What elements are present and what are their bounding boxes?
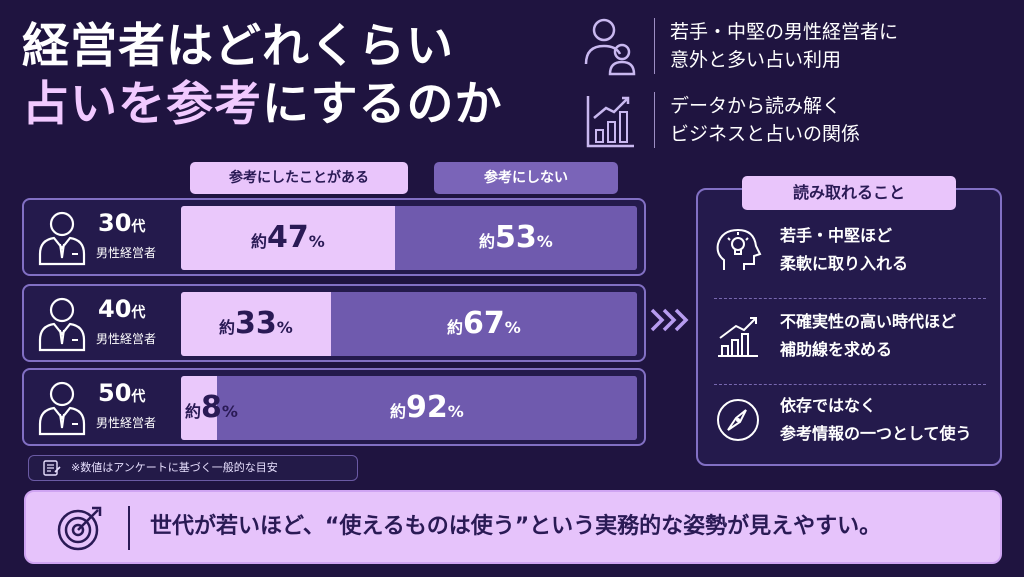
insight-item-2: 不確実性の高い時代ほど 補助線を求める: [712, 306, 990, 386]
insight-divider: [714, 384, 986, 385]
data-label-yes: 約8%: [185, 376, 238, 440]
target-icon: [57, 506, 102, 551]
label-prefix: 約: [390, 402, 407, 421]
value-no: 92: [406, 390, 448, 425]
category-sub-label: 男性経営者: [96, 332, 157, 346]
label-prefix: 約: [185, 402, 202, 421]
age-unit: 代: [131, 389, 146, 405]
bar-segment-yes: [181, 292, 331, 356]
people-icon: [584, 18, 636, 76]
info-text-1: 若手・中堅の男性経営者に 意外と多い占い利用: [670, 18, 898, 74]
label-unit: %: [221, 402, 238, 421]
title-line-1: 経営者はどれくらい: [22, 19, 454, 74]
insight-2-line-1: 不確実性の高い時代ほど: [780, 312, 957, 331]
label-prefix: 約: [479, 232, 496, 251]
businessman-icon: [38, 297, 86, 352]
data-label-yes: 約47%: [251, 206, 325, 270]
compass-icon: [717, 399, 759, 441]
bar-segment-yes: [181, 206, 395, 270]
info-2-line-1: データから読み解く: [670, 95, 842, 117]
chart-row: 30代 男性経営者 約47% 約53%: [22, 198, 646, 276]
insight-text-3: 依存ではなく 参考情報の一つとして使う: [780, 392, 972, 448]
bottom-message: 世代が若いほど、“使えるものは使う”という実務的な姿勢が見えやすい。: [150, 514, 882, 539]
data-note: ※数値はアンケートに基づく一般的な目安: [28, 455, 358, 481]
legend-yes: 参考にしたことがある: [190, 162, 408, 194]
bar-segment-no: [331, 292, 637, 356]
info-1-line-1: 若手・中堅の男性経営者に: [670, 21, 899, 43]
stacked-bar: 約47% 約53%: [181, 206, 637, 270]
insights-panel: 読み取れること 若手・中堅ほど 柔軟に取り入れる 不確実性の高い時代ほど 補助線…: [696, 176, 1002, 466]
insight-2-line-2: 補助線を求める: [780, 340, 893, 359]
memo-icon: [43, 460, 61, 476]
insight-item-1: 若手・中堅ほど 柔軟に取り入れる: [712, 220, 990, 300]
data-label-no: 約92%: [390, 376, 464, 440]
insight-3-line-1: 依存ではなく: [780, 396, 877, 415]
bar-segment-no: [395, 206, 637, 270]
insight-1-line-1: 若手・中堅ほど: [780, 226, 893, 245]
label-unit: %: [536, 232, 553, 251]
age-label: 50代: [98, 376, 145, 414]
info-row-2: データから読み解く ビジネスと占いの関係: [582, 88, 1012, 158]
chart-row: 40代 男性経営者 約33% 約67%: [22, 284, 646, 362]
label-prefix: 約: [219, 318, 236, 337]
businessman-icon: [38, 381, 86, 436]
age-number: 40: [98, 295, 132, 323]
stacked-bar: 約8% 約92%: [181, 376, 637, 440]
bottom-separator: [128, 506, 130, 550]
data-label-no: 約53%: [479, 206, 553, 270]
bar-segment-yes: [181, 376, 217, 440]
info-1-line-2: 意外と多い占い利用: [670, 49, 842, 71]
stacked-bar: 約33% 約67%: [181, 292, 637, 356]
info-row-1: 若手・中堅の男性経営者に 意外と多い占い利用: [582, 14, 1012, 84]
value-yes: 47: [267, 220, 309, 255]
label-prefix: 約: [447, 318, 464, 337]
bar-segment-no: [217, 376, 637, 440]
insight-1-line-2: 柔軟に取り入れる: [780, 254, 909, 273]
legend-no: 参考にしない: [434, 162, 618, 194]
info-separator: [654, 18, 655, 74]
info-text-2: データから読み解く ビジネスと占いの関係: [670, 92, 860, 148]
insight-divider: [714, 298, 986, 299]
insights-heading: 読み取れること: [742, 176, 956, 210]
age-unit: 代: [131, 305, 146, 321]
businessman-icon: [38, 211, 86, 266]
insight-text-2: 不確実性の高い時代ほど 補助線を求める: [780, 308, 956, 364]
label-unit: %: [447, 402, 464, 421]
info-2-line-2: ビジネスと占いの関係: [670, 123, 861, 145]
age-unit: 代: [131, 219, 146, 235]
value-yes: 33: [235, 306, 277, 341]
age-number: 50: [98, 379, 132, 407]
category-sub-label: 男性経営者: [96, 246, 157, 260]
data-label-yes: 約33%: [219, 292, 293, 356]
value-yes: 8: [201, 390, 222, 425]
note-text: ※数値はアンケートに基づく一般的な目安: [71, 461, 278, 474]
label-unit: %: [504, 318, 521, 337]
info-separator: [654, 92, 655, 148]
insight-item-3: 依存ではなく 参考情報の一つとして使う: [712, 390, 990, 470]
title-line-2-rest: にするのか: [262, 77, 503, 132]
chevrons-right-icon: [650, 308, 689, 332]
category-sub-label: 男性経営者: [96, 416, 157, 430]
label-prefix: 約: [251, 232, 268, 251]
age-number: 30: [98, 209, 132, 237]
label-unit: %: [276, 318, 293, 337]
insight-3-line-2: 参考情報の一つとして使う: [780, 424, 972, 443]
title-line-2: 占いを参考にするのか: [22, 76, 502, 134]
data-label-no: 約67%: [447, 292, 521, 356]
chart-row: 50代 男性経営者 約8% 約92%: [22, 368, 646, 446]
insight-text-1: 若手・中堅ほど 柔軟に取り入れる: [780, 222, 908, 278]
age-label: 30代: [98, 206, 145, 244]
page-title: 経営者はどれくらい 占いを参考にするのか: [22, 18, 502, 134]
rising-chart-icon: [718, 317, 758, 357]
title-highlight: 占いを参考: [22, 77, 262, 132]
growth-chart-icon: [586, 96, 634, 148]
age-label: 40代: [98, 292, 145, 330]
value-no: 53: [495, 220, 537, 255]
lightbulb-head-icon: [716, 228, 762, 270]
label-unit: %: [308, 232, 325, 251]
bottom-banner: 世代が若いほど、“使えるものは使う”という実務的な姿勢が見えやすい。: [24, 490, 1002, 564]
value-no: 67: [463, 306, 505, 341]
